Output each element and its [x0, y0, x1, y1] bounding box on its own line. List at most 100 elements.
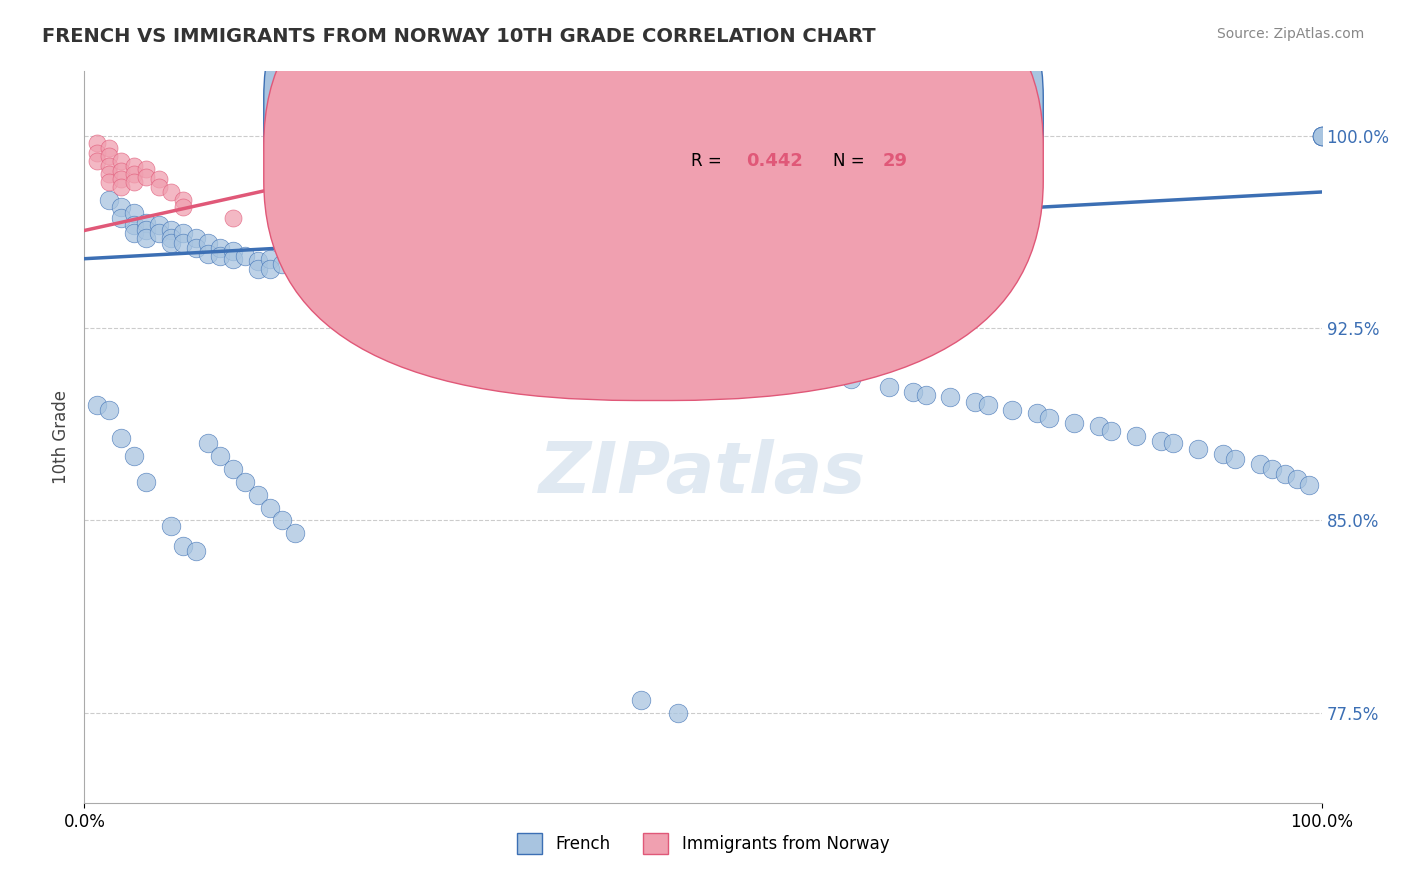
Point — [1285, 472, 1308, 486]
Point — [790, 368, 813, 382]
Point — [308, 277, 330, 292]
Point — [135, 223, 157, 237]
Point — [110, 211, 132, 225]
Point — [110, 164, 132, 178]
Point — [160, 236, 183, 251]
Point — [1150, 434, 1173, 448]
Point — [148, 172, 170, 186]
Point — [1099, 424, 1122, 438]
Point — [148, 219, 170, 233]
Point — [1310, 128, 1333, 143]
Text: R =: R = — [690, 152, 721, 169]
FancyBboxPatch shape — [610, 75, 969, 203]
Point — [110, 172, 132, 186]
Point — [617, 334, 640, 348]
Point — [110, 200, 132, 214]
Point — [122, 226, 145, 240]
Point — [172, 539, 194, 553]
Point — [98, 175, 121, 189]
Y-axis label: 10th Grade: 10th Grade — [52, 390, 70, 484]
Point — [148, 179, 170, 194]
Point — [543, 321, 565, 335]
Point — [754, 359, 776, 374]
Point — [1212, 447, 1234, 461]
Point — [903, 385, 925, 400]
Point — [1310, 128, 1333, 143]
Point — [382, 285, 405, 299]
Point — [233, 475, 256, 489]
Text: 0.442: 0.442 — [747, 152, 803, 169]
Point — [1298, 477, 1320, 491]
Point — [86, 154, 108, 169]
Point — [295, 269, 318, 284]
Point — [110, 154, 132, 169]
Point — [98, 141, 121, 155]
FancyBboxPatch shape — [264, 0, 1043, 401]
Point — [519, 313, 541, 327]
Point — [419, 295, 441, 310]
Point — [98, 149, 121, 163]
Point — [568, 321, 591, 335]
FancyBboxPatch shape — [264, 0, 1043, 353]
Point — [197, 246, 219, 260]
Point — [259, 252, 281, 266]
Point — [246, 262, 269, 277]
Point — [122, 450, 145, 464]
Point — [1310, 128, 1333, 143]
Point — [321, 267, 343, 281]
Point — [432, 298, 454, 312]
Point — [1261, 462, 1284, 476]
Point — [160, 231, 183, 245]
Point — [135, 475, 157, 489]
Point — [98, 193, 121, 207]
Point — [98, 403, 121, 417]
Point — [321, 275, 343, 289]
Point — [346, 277, 368, 292]
Point — [815, 369, 838, 384]
Point — [209, 242, 232, 256]
Point — [965, 395, 987, 409]
Point — [581, 326, 603, 340]
Point — [135, 216, 157, 230]
Point — [122, 175, 145, 189]
Text: 117: 117 — [883, 103, 920, 120]
Text: Source: ZipAtlas.com: Source: ZipAtlas.com — [1216, 27, 1364, 41]
Point — [98, 159, 121, 173]
Legend: French, Immigrants from Norway: French, Immigrants from Norway — [510, 827, 896, 860]
Point — [630, 328, 652, 343]
Point — [1161, 436, 1184, 450]
Point — [1026, 406, 1049, 420]
Point — [1223, 451, 1246, 466]
Point — [1088, 418, 1111, 433]
Point — [122, 159, 145, 173]
Point — [370, 287, 392, 301]
Point — [1249, 457, 1271, 471]
Point — [86, 136, 108, 151]
Point — [1038, 410, 1060, 425]
Point — [284, 526, 307, 541]
Point — [271, 514, 294, 528]
Point — [939, 390, 962, 404]
Text: R =: R = — [690, 103, 721, 120]
Point — [666, 706, 689, 720]
Point — [246, 488, 269, 502]
Point — [481, 308, 503, 322]
Point — [197, 236, 219, 251]
Point — [135, 161, 157, 176]
Point — [1274, 467, 1296, 482]
Point — [148, 226, 170, 240]
Point — [704, 349, 727, 363]
Point — [506, 310, 529, 325]
Point — [209, 450, 232, 464]
Point — [914, 388, 936, 402]
Point — [259, 500, 281, 515]
Point — [333, 272, 356, 286]
Point — [1310, 128, 1333, 143]
Point — [555, 324, 578, 338]
Point — [531, 318, 554, 333]
Point — [184, 242, 207, 256]
Text: N =: N = — [832, 152, 865, 169]
Point — [222, 244, 245, 258]
Point — [222, 211, 245, 225]
Text: 0.193: 0.193 — [747, 103, 803, 120]
